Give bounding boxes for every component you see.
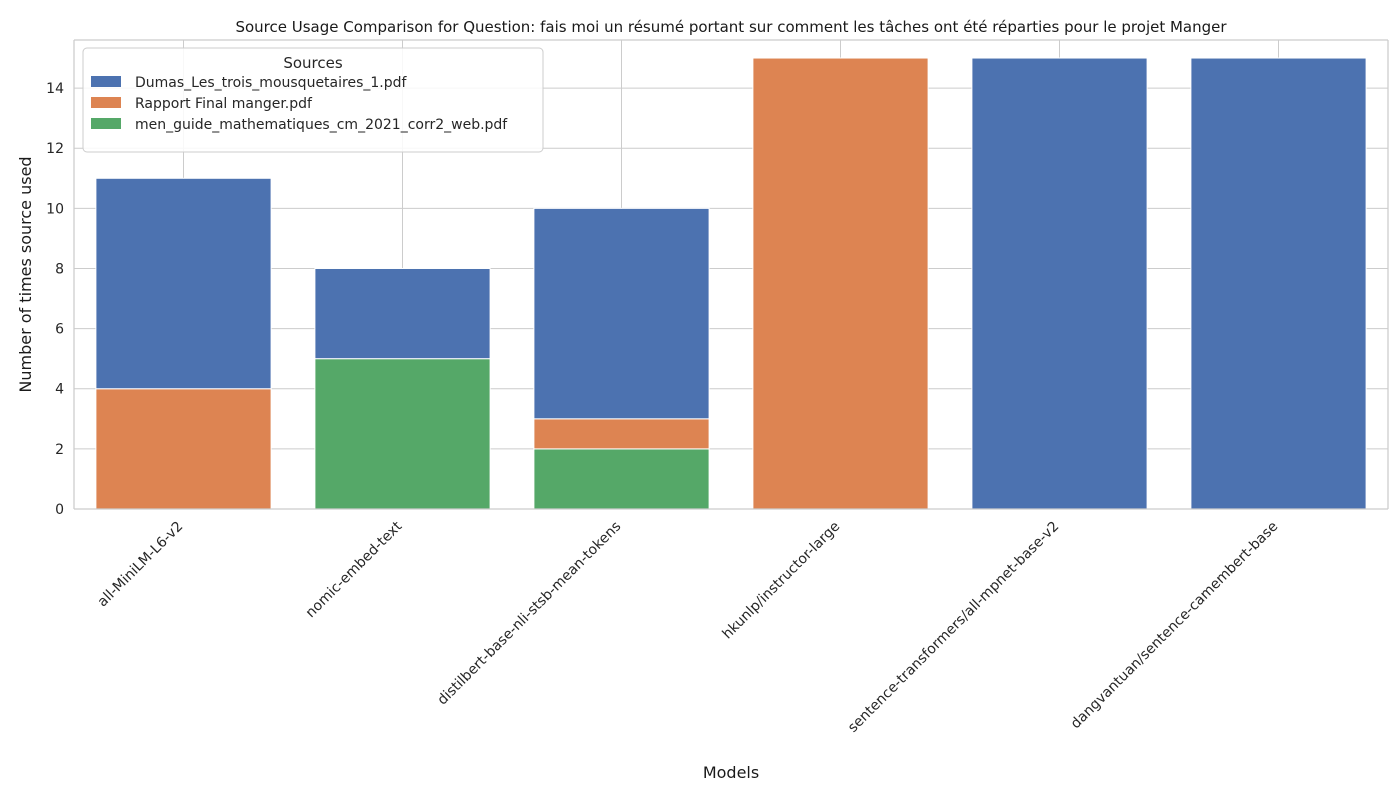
y-tick-label: 14 xyxy=(46,81,64,97)
legend-items: Dumas_Les_trois_mousquetaires_1.pdf Rappo… xyxy=(91,75,508,133)
x-tick-label: distilbert-base-nli-stsb-mean-tokens xyxy=(434,519,624,709)
y-axis-label: Number of times source used xyxy=(16,156,35,392)
y-tick-label: 4 xyxy=(55,382,64,398)
x-tick-label: nomic-embed-text xyxy=(303,518,406,621)
bar-segment xyxy=(533,207,710,420)
axes xyxy=(73,39,1389,510)
bar-segment xyxy=(95,388,272,510)
x-tick-label: sentence-transformers/all-mpnet-base-v2 xyxy=(845,519,1062,736)
bar-segment xyxy=(533,448,710,510)
y-tick-label: 10 xyxy=(46,201,64,217)
bar-segment xyxy=(533,418,710,450)
legend-title: Sources xyxy=(283,54,343,72)
bar-segment xyxy=(314,358,491,510)
bar-segment xyxy=(95,177,272,390)
chart-title: Source Usage Comparison for Question: fa… xyxy=(235,18,1227,36)
y-tick-label: 0 xyxy=(55,502,64,518)
y-tick-label: 2 xyxy=(55,442,64,458)
legend-box xyxy=(82,47,544,153)
bar-segment xyxy=(752,57,929,510)
legend-swatch xyxy=(91,76,121,87)
bar-segment xyxy=(1190,57,1367,510)
legend-label: men_guide_mathematiques_cm_2021_corr2_we… xyxy=(135,117,508,133)
legend-label: Dumas_Les_trois_mousquetaires_1.pdf xyxy=(135,75,407,91)
x-tick-label: all-MiniLM-L6-v2 xyxy=(95,519,187,611)
legend: Sources Dumas_Les_trois_mousquetaires_1.… xyxy=(82,47,544,153)
legend-swatch xyxy=(91,97,121,108)
bar-segment xyxy=(971,57,1148,510)
legend-swatch xyxy=(91,118,121,129)
y-tick-label: 12 xyxy=(46,141,64,157)
bars xyxy=(95,57,1367,510)
x-tick-label: dangvantuan/sentence-camembert-base xyxy=(1068,519,1282,733)
x-tick-label: hkunlp/instructor-large xyxy=(720,519,844,643)
x-axis-label: Models xyxy=(703,763,759,782)
y-tick-label: 8 xyxy=(55,261,64,277)
legend-label: Rapport Final manger.pdf xyxy=(135,96,313,112)
bar-segment xyxy=(314,267,491,360)
y-tick-label: 6 xyxy=(55,322,64,338)
